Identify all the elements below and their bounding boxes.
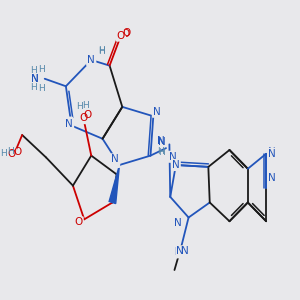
Text: N: N (174, 248, 182, 257)
Text: H: H (30, 66, 37, 75)
Text: N: N (153, 107, 160, 117)
Text: H: H (158, 148, 165, 157)
Text: N: N (87, 55, 95, 65)
Text: H: H (99, 46, 105, 55)
Text: O: O (84, 110, 92, 121)
Text: N: N (31, 74, 39, 84)
Text: O: O (122, 29, 130, 39)
Text: N: N (268, 149, 276, 159)
Text: O: O (14, 147, 22, 157)
Text: H: H (76, 102, 83, 111)
Text: H: H (38, 65, 44, 74)
Text: H: H (99, 47, 105, 56)
Text: H: H (82, 101, 88, 110)
Text: N: N (174, 218, 182, 228)
Text: N: N (268, 147, 276, 157)
Text: H: H (0, 149, 7, 158)
Text: H: H (7, 147, 14, 156)
Text: N: N (87, 55, 95, 65)
Text: N: N (111, 157, 119, 167)
Text: N: N (172, 160, 180, 170)
Text: N: N (181, 245, 189, 256)
Text: N: N (268, 173, 276, 183)
Text: O: O (122, 28, 130, 38)
Text: H: H (30, 82, 37, 91)
Text: O: O (74, 218, 83, 227)
Text: H: H (158, 147, 164, 156)
Text: N: N (169, 152, 176, 162)
Polygon shape (109, 165, 119, 204)
Text: H: H (38, 84, 44, 93)
Text: N: N (31, 74, 39, 84)
Text: N: N (176, 246, 184, 256)
Text: N: N (111, 154, 119, 164)
Text: O: O (117, 31, 125, 40)
Text: O: O (80, 113, 88, 123)
Text: N: N (158, 137, 166, 147)
Text: N: N (157, 136, 165, 146)
Text: N: N (64, 118, 72, 128)
Text: N: N (154, 106, 161, 116)
Text: O: O (8, 149, 16, 159)
Text: N: N (65, 119, 73, 129)
